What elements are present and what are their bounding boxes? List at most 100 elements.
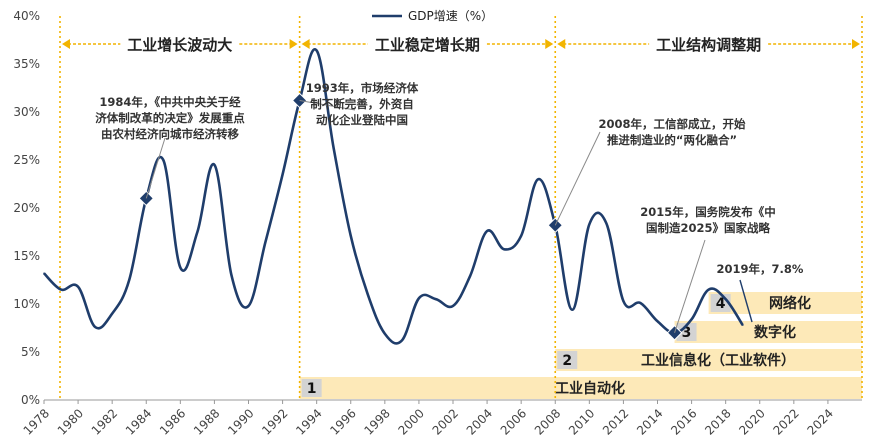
band-num-2: 2 <box>562 353 572 369</box>
x-tick-label: 1988 <box>191 406 222 437</box>
band-1 <box>299 377 862 399</box>
data-point <box>605 222 608 225</box>
band-num-box <box>676 323 697 341</box>
annotation-leader <box>554 131 601 226</box>
x-tick-label: 2002 <box>430 406 461 437</box>
data-point <box>60 288 62 291</box>
y-tick-label: 10% <box>13 297 40 311</box>
phase-label-1: 工业增长波动大 <box>127 36 232 54</box>
band-num-3: 3 <box>682 325 692 341</box>
data-point <box>690 318 693 321</box>
data-point <box>571 308 574 311</box>
data-point <box>196 231 199 233</box>
phase-arrowhead <box>289 39 298 49</box>
x-tick-label: 2016 <box>668 406 699 437</box>
annotation-text: 2019年，7.8% <box>717 262 804 276</box>
phase-arrowhead <box>852 39 860 49</box>
band-3 <box>674 321 862 343</box>
y-tick-label: 35% <box>13 57 40 71</box>
y-tick-label: 20% <box>13 201 40 215</box>
data-point <box>724 298 727 301</box>
data-point <box>264 240 267 243</box>
x-tick-label: 1998 <box>361 406 392 437</box>
data-point <box>213 164 216 166</box>
data-point <box>128 279 131 281</box>
data-point <box>707 288 710 291</box>
y-tick-label: 0% <box>21 393 40 407</box>
band-label-1: 工业自动化 <box>555 380 625 397</box>
legend: GDP增速（%） <box>372 9 493 23</box>
data-point <box>622 300 625 302</box>
data-point <box>401 339 403 342</box>
x-tick-label: 2014 <box>634 406 665 437</box>
x-tick-label: 2004 <box>464 406 495 437</box>
phase-arrowhead <box>545 39 554 49</box>
legend-label: GDP增速（%） <box>408 9 493 23</box>
band-4 <box>708 292 862 314</box>
band-label-2: 工业信息化（工业软件） <box>641 352 795 369</box>
data-point <box>111 312 113 315</box>
x-tick-label: 1992 <box>259 406 290 437</box>
industrial-stage-bands: 1 工业自动化 2 工业信息化（工业软件） 3 数字化 4 网络化 <box>299 292 862 399</box>
band-num-4: 4 <box>716 296 726 312</box>
annotation-text: 动化企业登陆中国 <box>316 113 408 127</box>
band-num-box <box>301 379 322 397</box>
x-tick-label: 1996 <box>327 406 358 437</box>
x-tick-label: 1982 <box>89 406 120 437</box>
data-point <box>315 49 318 52</box>
x-tick-label: 1984 <box>123 406 154 437</box>
annotation-leader <box>739 279 753 323</box>
data-point <box>418 297 420 300</box>
data-point <box>162 159 165 161</box>
phase-arrowhead <box>62 39 70 49</box>
x-tick-label: 2012 <box>600 406 631 437</box>
data-point <box>94 326 96 328</box>
data-point <box>332 147 335 150</box>
data-point <box>639 302 642 304</box>
annotation-text: 国制造2025》国家战略 <box>646 221 771 235</box>
data-point <box>435 298 437 301</box>
annotation-leader <box>674 239 706 333</box>
x-tick-label: 2020 <box>736 406 767 437</box>
annotation-text: 济体制改革的决定》发展重点 <box>95 111 245 125</box>
data-point <box>230 274 233 277</box>
y-tick-label: 5% <box>21 345 40 359</box>
x-tick-label: 1978 <box>21 406 52 437</box>
phase-label-2: 工业稳定增长期 <box>375 36 480 54</box>
data-point <box>179 266 182 269</box>
phase-arrowhead <box>301 39 310 49</box>
phase-label-3: 工业结构调整期 <box>656 36 761 54</box>
band-num-1: 1 <box>307 381 317 397</box>
x-tick-label: 1986 <box>157 406 188 437</box>
band-label-3: 数字化 <box>754 324 796 341</box>
phase-markers: 工业增长波动大 工业稳定增长期 工业结构调整期 <box>59 16 863 400</box>
annotation-leader <box>145 137 166 199</box>
data-point <box>741 324 744 326</box>
annotation-text: 2015年，国务院发布《中 <box>640 205 776 219</box>
x-tick-label: 1994 <box>293 406 324 437</box>
data-point <box>503 248 505 251</box>
x-tick-label: 2022 <box>770 406 801 437</box>
data-point <box>656 320 659 323</box>
data-point <box>366 293 369 296</box>
x-tick-label: 2018 <box>702 406 733 437</box>
band-label-4: 网络化 <box>769 295 811 312</box>
annotation-text: 2008年，工信部成立，开始 <box>598 117 746 131</box>
annotation-text: 1993年，市场经济体 <box>306 81 419 95</box>
x-tick-label: 2000 <box>396 406 427 437</box>
data-point <box>43 272 45 275</box>
x-tick-label: 2024 <box>805 406 836 437</box>
data-point <box>77 285 79 288</box>
annotation-text: 1984年，《中共中央关于经 <box>99 95 241 109</box>
x-tick-label: 2010 <box>566 406 597 437</box>
phase-arrowhead <box>557 39 566 49</box>
data-point <box>588 223 591 226</box>
y-tick-label: 30% <box>13 105 40 119</box>
y-tick-label: 40% <box>13 9 40 23</box>
data-point <box>537 178 540 180</box>
annotation-text: 推进制造业的“两化融合” <box>607 133 737 147</box>
data-point <box>281 173 284 176</box>
annotation-text: 制不断完善，外资自 <box>310 97 414 111</box>
